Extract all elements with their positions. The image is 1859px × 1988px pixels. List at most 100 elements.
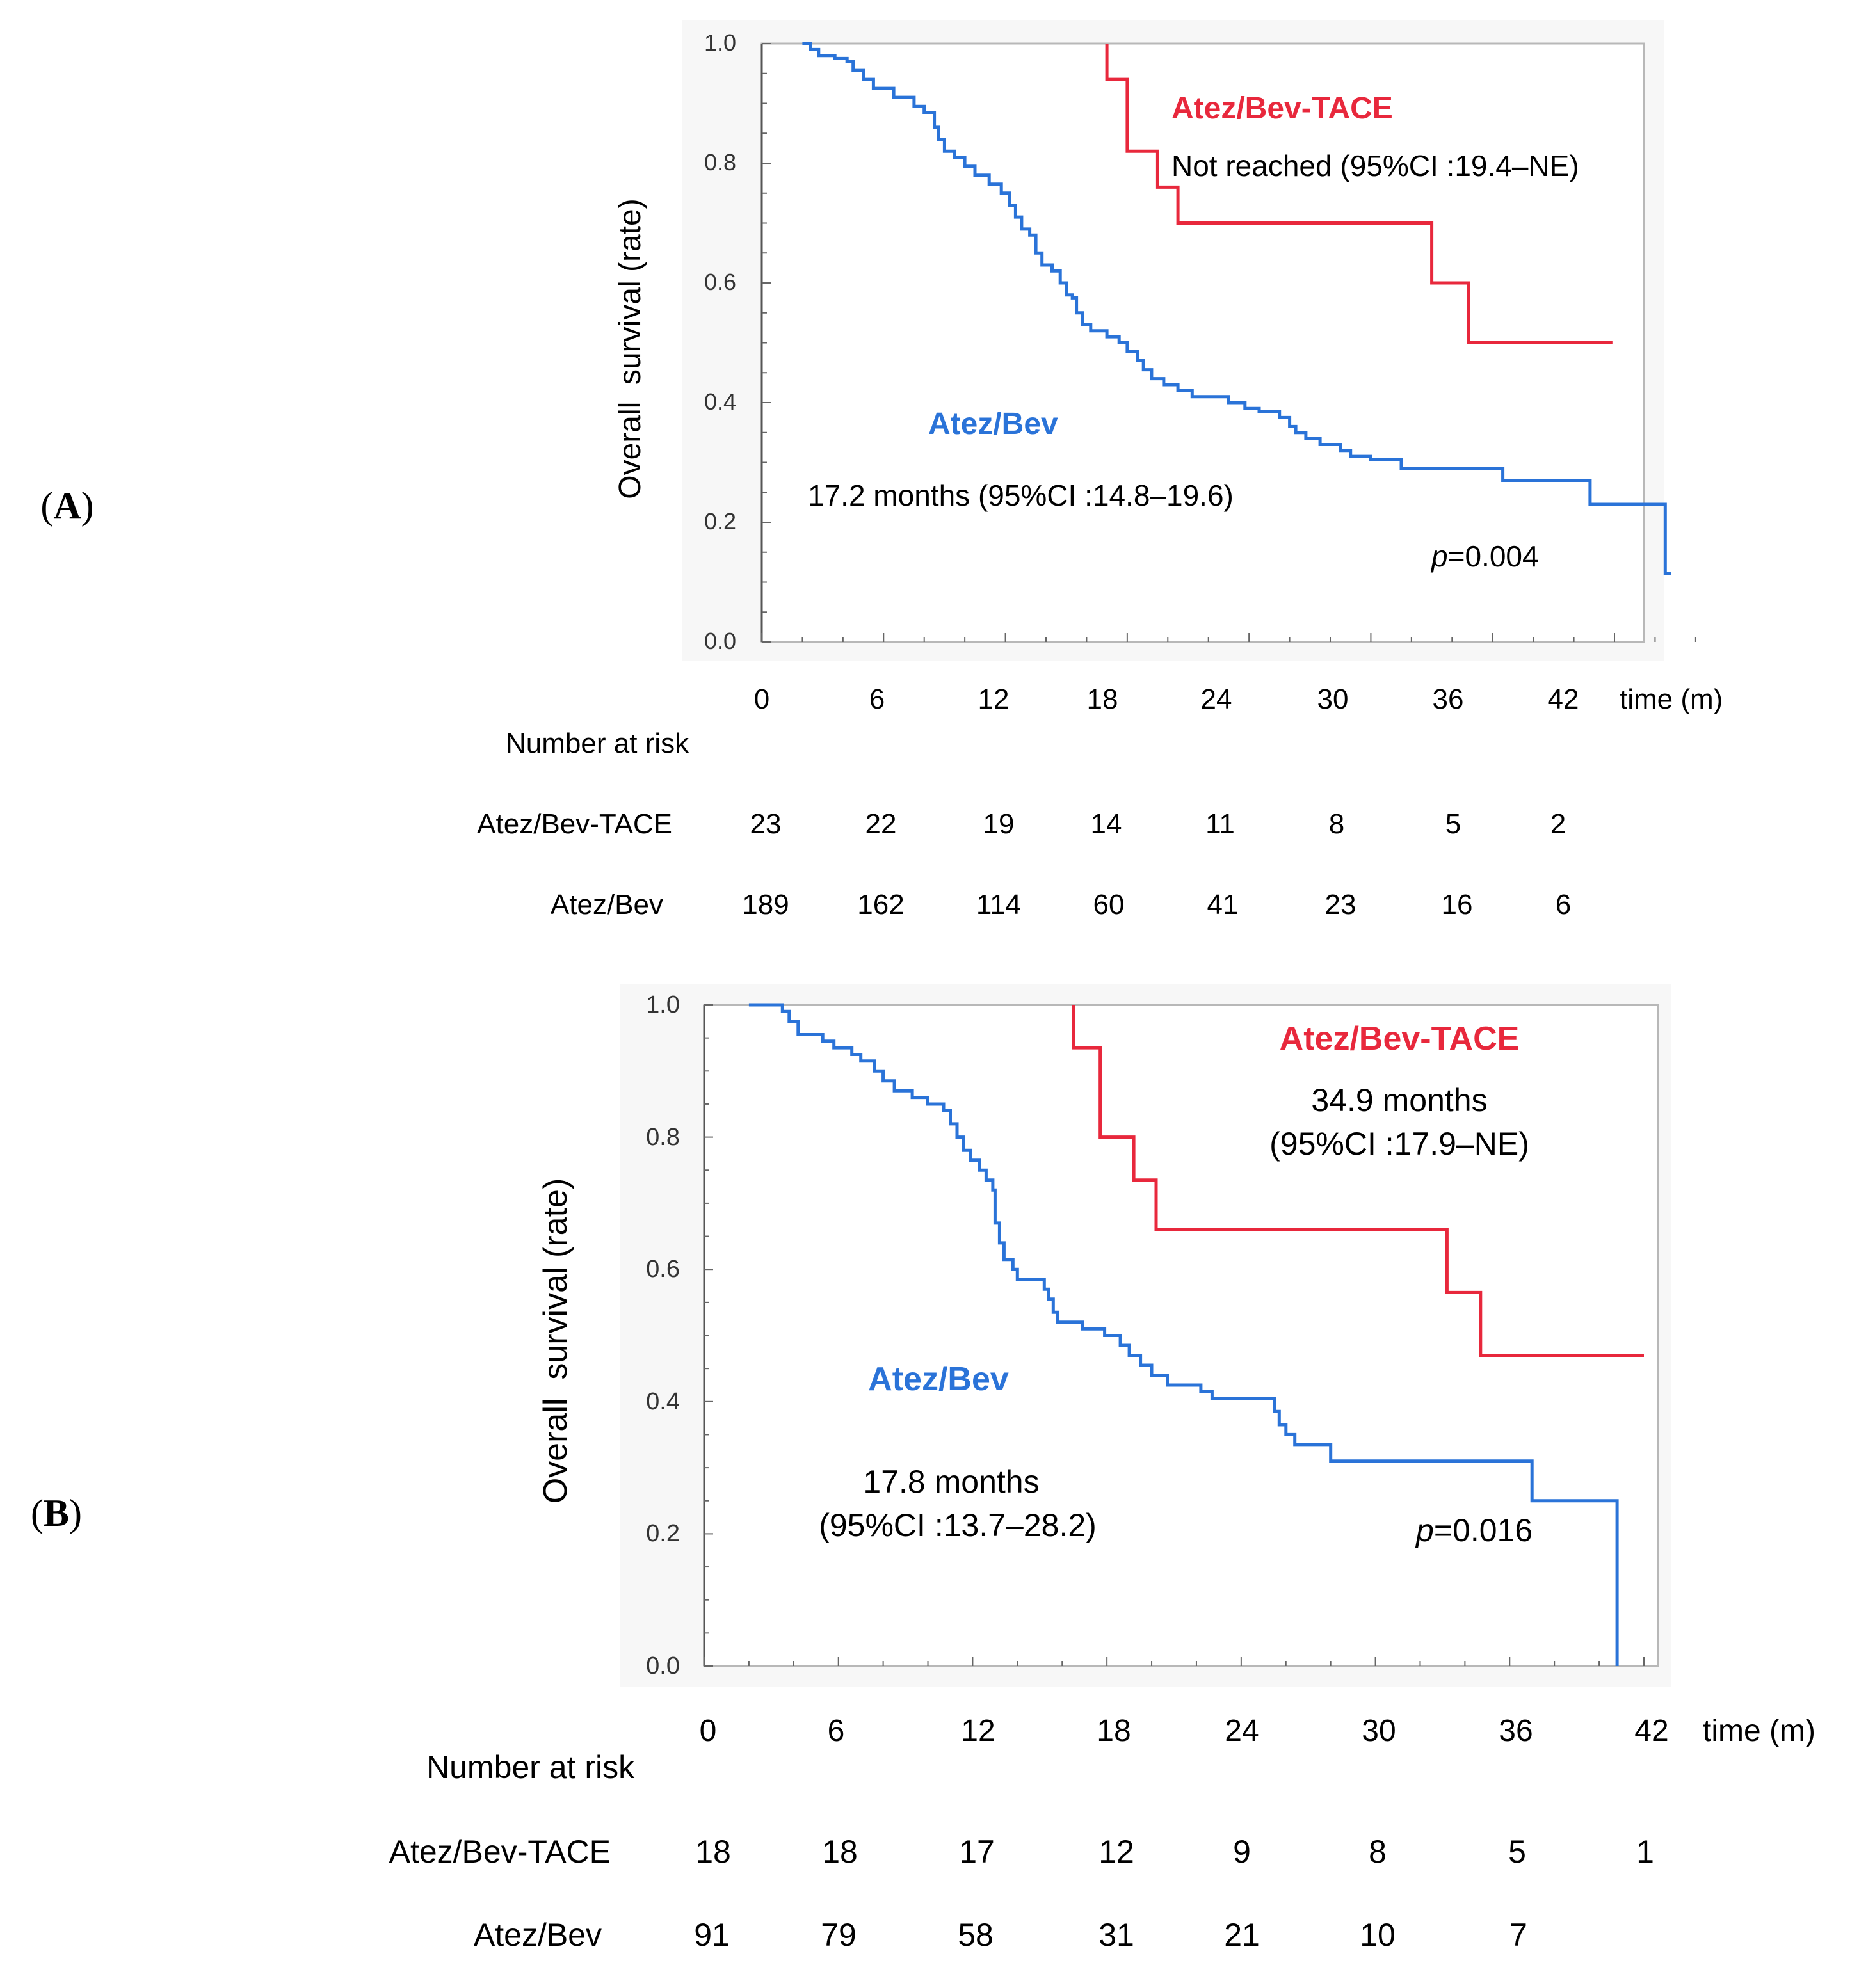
panel-b-minor-ticks <box>704 1004 1645 1667</box>
risk-count: 22 <box>865 808 897 840</box>
risk-count: 6 <box>1556 889 1571 920</box>
panel-a-x-tick-labels: 0 6 12 18 24 30 36 42 time (m) <box>754 684 1723 715</box>
panel-b-close-paren: ) <box>69 1492 82 1534</box>
panel-b-bev-median-line2: (95%CI :13.7–28.2) <box>819 1507 1097 1543</box>
risk-count: 41 <box>1207 889 1239 920</box>
panel-a-p-value: p=0.004 <box>1430 540 1539 573</box>
risk-count: 17 <box>959 1834 995 1870</box>
risk-count: 189 <box>742 889 789 920</box>
panel-b-tace-label: Atez/Bev-TACE <box>1280 1020 1520 1057</box>
panel-a-tace-label: Atez/Bev-TACE <box>1171 92 1393 125</box>
panel-b-p-value: p=0.016 <box>1415 1512 1533 1548</box>
panel-a-x-tick-label: 6 <box>869 684 885 715</box>
panel-b-x-tick-labels: 0 6 12 18 24 30 36 42 time (m) <box>700 1714 1815 1748</box>
panel-b: (B) 0.0 0.2 0.4 0.6 0.8 1.0 Overall surv… <box>31 984 1815 1953</box>
panel-a-risk-title: Number at risk <box>506 728 689 759</box>
panel-a-risk-row-bev: 189 162 114 60 41 23 16 6 <box>742 889 1571 920</box>
panel-a-x-tick-label: 0 <box>754 684 769 715</box>
risk-count: 1 <box>1636 1834 1654 1870</box>
panel-b-y-tick-labels: 0.0 0.2 0.4 0.6 0.8 1.0 <box>646 991 680 1679</box>
panel-a-series <box>802 42 1671 575</box>
risk-count: 60 <box>1093 889 1125 920</box>
panel-b-x-tick-label: 12 <box>961 1714 995 1748</box>
panel-a-y-tick-label: 0.6 <box>704 269 736 295</box>
panel-a-y-axis-title: Overall survival (rate) <box>613 198 647 499</box>
panel-b-x-tick-label: 18 <box>1097 1714 1131 1748</box>
panel-b-x-tick-label: 36 <box>1499 1714 1533 1748</box>
bev-survival-curve <box>748 1003 1619 1666</box>
risk-count: 5 <box>1445 808 1461 840</box>
panel-b-series <box>748 1003 1644 1666</box>
panel-b-y-tick-label: 0.2 <box>646 1520 680 1547</box>
tace-survival-curve <box>1072 1005 1644 1357</box>
panel-a: (A) 0.0 0.2 0.4 0.6 0.8 1.0 Overall surv… <box>40 20 1723 920</box>
panel-a-risk-row-label: Atez/Bev-TACE <box>477 808 672 840</box>
panel-b-risk-row-bev: 91 79 58 31 21 10 7 <box>694 1917 1527 1953</box>
risk-count: 91 <box>694 1917 730 1953</box>
panel-b-label: B <box>44 1492 69 1534</box>
panel-b-plot-area <box>703 1004 1659 1667</box>
panel-a-x-tick-label: 36 <box>1433 684 1464 715</box>
risk-count: 5 <box>1508 1834 1526 1870</box>
risk-count: 114 <box>976 889 1021 920</box>
panel-b-risk-title: Number at risk <box>426 1749 635 1785</box>
risk-count: 8 <box>1329 808 1344 840</box>
panel-a-bev-label: Atez/Bev <box>928 407 1058 441</box>
panel-b-y-tick-label: 1.0 <box>646 991 680 1018</box>
panel-b-bev-label: Atez/Bev <box>868 1361 1009 1398</box>
panel-a-y-tick-label: 0.8 <box>704 149 736 175</box>
panel-a-open-paren: ( <box>40 485 53 527</box>
panel-b-y-tick-label: 0.8 <box>646 1124 680 1151</box>
panel-b-risk-row-tace: 18 18 17 12 9 8 5 1 <box>695 1834 1654 1870</box>
panel-b-bev-median-line1: 17.8 months <box>863 1464 1039 1500</box>
tace-survival-curve <box>1105 44 1613 344</box>
panel-a-bev-median: 17.2 months (95%CI :14.8–19.6) <box>808 479 1234 512</box>
panel-a-minor-ticks <box>761 43 1696 643</box>
panel-b-tace-median-line1: 34.9 months <box>1311 1082 1487 1118</box>
panel-a-y-tick-label: 0.0 <box>704 628 736 654</box>
risk-count: 8 <box>1369 1834 1387 1870</box>
panel-a-y-tick-label: 0.2 <box>704 508 736 534</box>
risk-count: 16 <box>1442 889 1473 920</box>
panel-a-tace-median: Not reached (95%CI :19.4–NE) <box>1171 149 1579 182</box>
svg-text:(A): (A) <box>40 485 93 527</box>
panel-a-x-tick-label: 30 <box>1317 684 1349 715</box>
panel-a-y-tick-labels: 0.0 0.2 0.4 0.6 0.8 1.0 <box>704 29 736 654</box>
panel-a-y-tick-label: 0.4 <box>704 389 736 415</box>
risk-count: 31 <box>1098 1917 1134 1953</box>
panel-b-open-paren: ( <box>31 1492 44 1534</box>
panel-b-x-tick-label: 30 <box>1362 1714 1396 1748</box>
risk-count: 58 <box>958 1917 994 1953</box>
panel-a-x-tick-label: 42 <box>1548 684 1579 715</box>
risk-count: 18 <box>695 1834 731 1870</box>
risk-count: 18 <box>822 1834 858 1870</box>
panel-a-risk-row-tace: 23 22 19 14 11 8 5 2 <box>750 808 1566 840</box>
panel-a-x-tick-label: 12 <box>978 684 1010 715</box>
panel-b-x-axis-title: time (m) <box>1703 1714 1815 1748</box>
panel-b-x-tick-label: 24 <box>1225 1714 1259 1748</box>
bev-survival-curve <box>802 42 1671 575</box>
panel-b-risk-row-label: Atez/Bev <box>474 1917 602 1953</box>
risk-count: 2 <box>1550 808 1566 840</box>
panel-b-y-axis-title: Overall survival (rate) <box>537 1178 574 1504</box>
panel-b-y-tick-label: 0.6 <box>646 1256 680 1283</box>
risk-count: 7 <box>1509 1917 1527 1953</box>
panel-b-tace-median-line2: (95%CI :17.9–NE) <box>1269 1126 1529 1162</box>
risk-count: 23 <box>750 808 782 840</box>
panel-b-y-tick-label: 0.0 <box>646 1653 680 1679</box>
panel-b-x-tick-label: 42 <box>1634 1714 1668 1748</box>
risk-count: 10 <box>1360 1917 1396 1953</box>
panel-a-x-tick-label: 24 <box>1201 684 1232 715</box>
panel-a-label: A <box>53 485 81 527</box>
panel-b-x-tick-label: 6 <box>828 1714 845 1748</box>
risk-count: 11 <box>1205 808 1235 840</box>
risk-count: 19 <box>983 808 1015 840</box>
panel-a-x-tick-label: 18 <box>1087 684 1118 715</box>
risk-count: 23 <box>1325 889 1356 920</box>
panel-a-x-axis-title: time (m) <box>1620 684 1723 715</box>
risk-count: 162 <box>857 889 904 920</box>
risk-count: 79 <box>821 1917 857 1953</box>
panel-b-x-tick-label: 0 <box>700 1714 717 1748</box>
risk-count: 14 <box>1091 808 1122 840</box>
